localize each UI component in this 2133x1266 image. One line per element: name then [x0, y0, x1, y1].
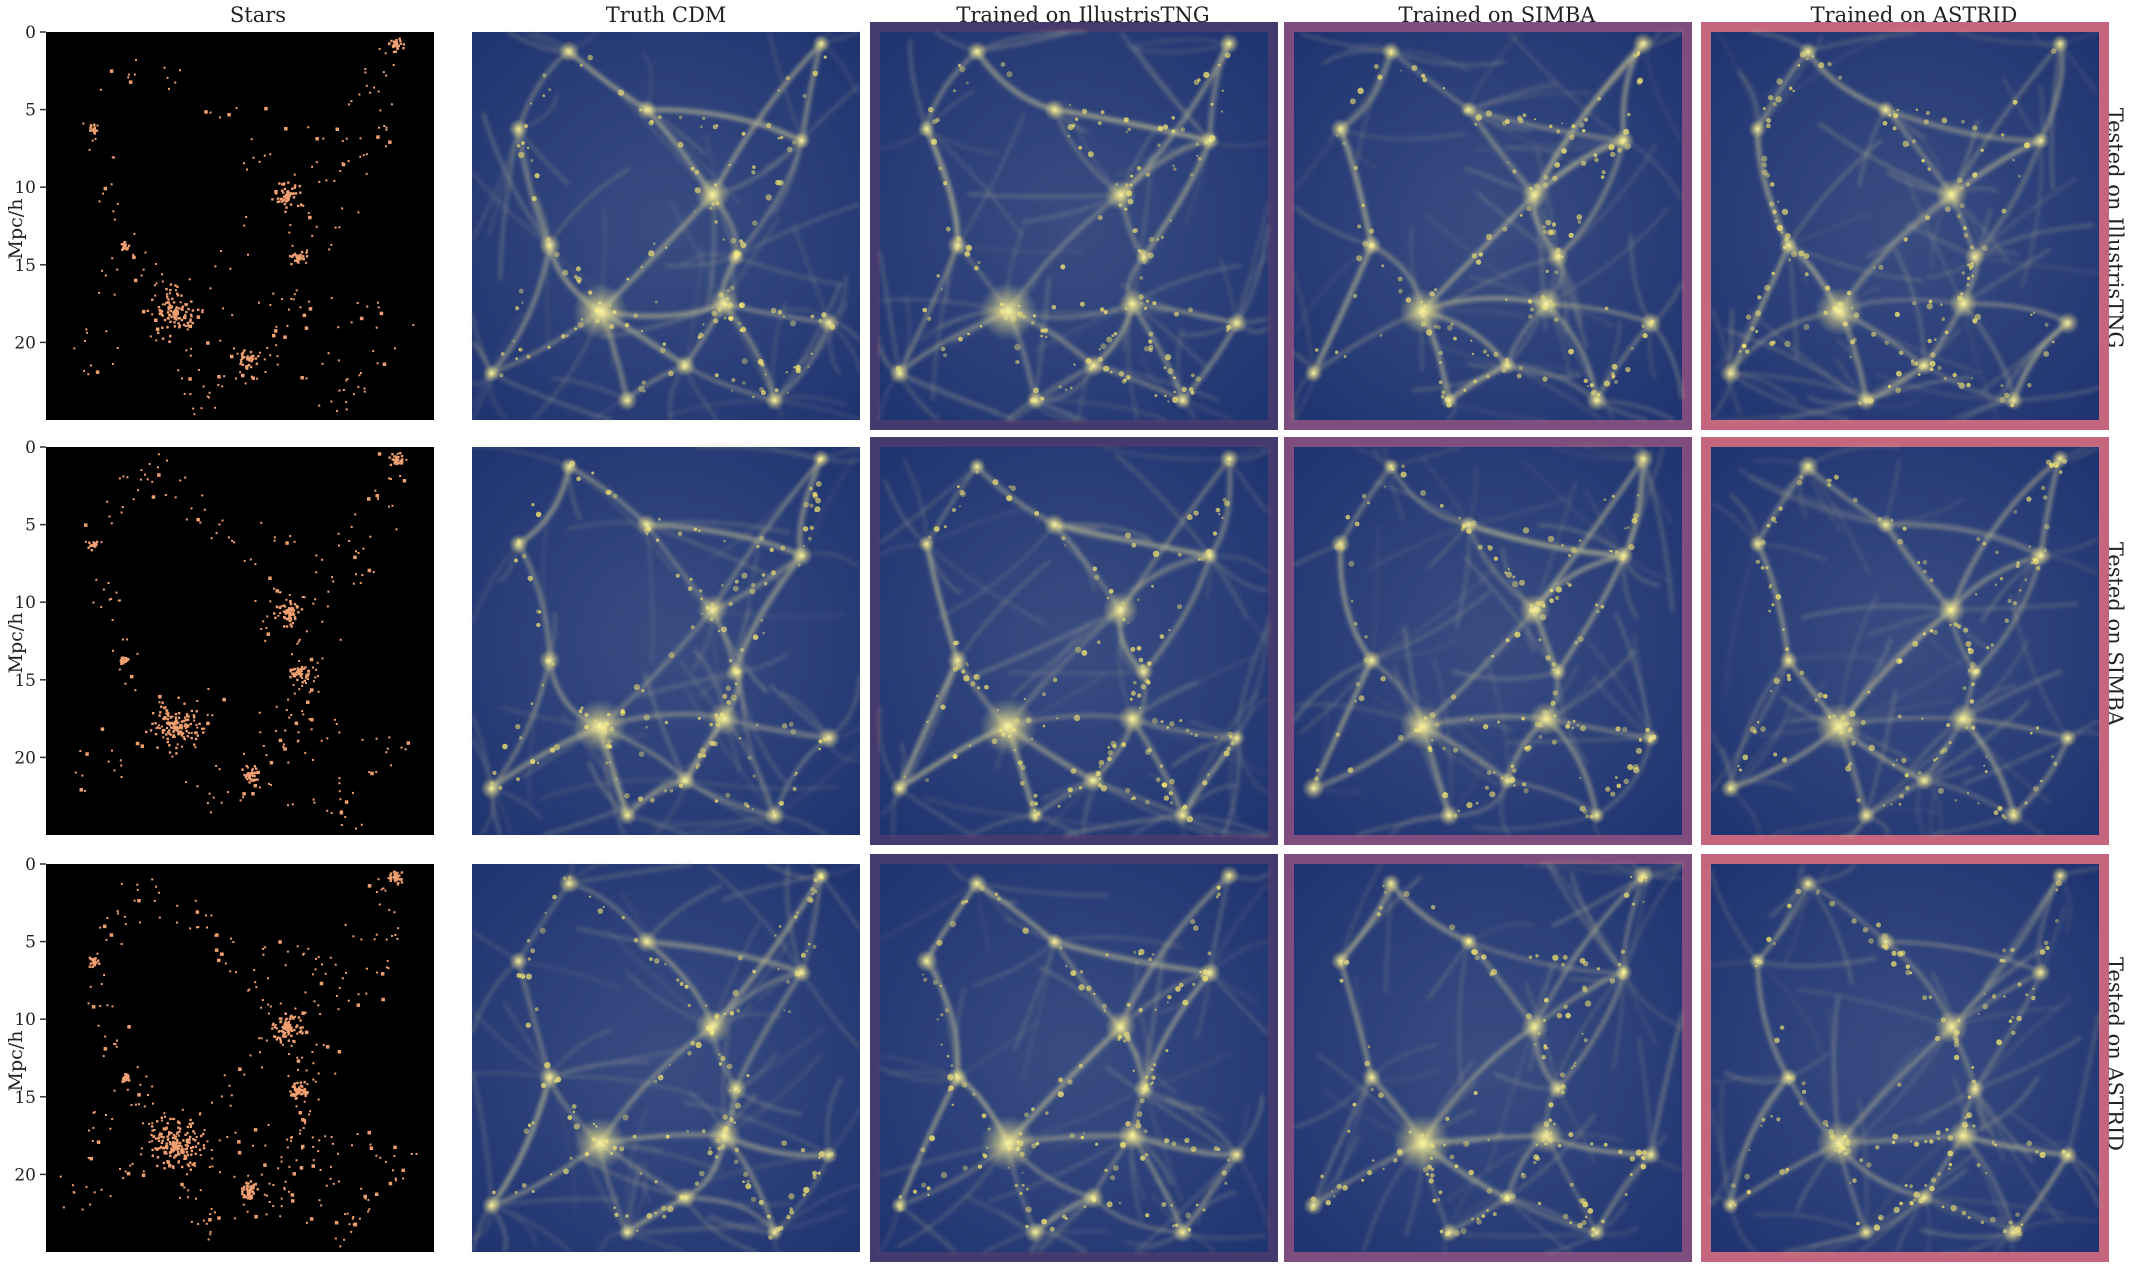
panel-r3-c3-halos: [890, 865, 1247, 1244]
panel-r2-c2: [471, 445, 861, 837]
ytick-label-r3-0: 0: [25, 855, 36, 875]
ytick-label-r2-3: 15: [14, 671, 36, 691]
ytick-label-r1-2: 10: [14, 178, 36, 198]
ytick-label-r2-1: 5: [25, 516, 36, 536]
ytick-label-r1-0: 0: [25, 23, 36, 43]
panel-r2-c1-background: [46, 447, 434, 835]
panel-r1-c5-halos: [1719, 34, 2080, 412]
panel-r2-c2-halos: [480, 449, 841, 827]
col-title-truth-cdm: Truth CDM: [606, 3, 727, 27]
ylabel-row-2: Mpc/h: [5, 613, 27, 674]
ytick-label-r3-2: 10: [14, 1010, 36, 1030]
panel-r3-c5: [1701, 854, 2109, 1262]
y-ticks: 0 5 10 15 20 0 5 10 15 20 0 5 10 15 20: [14, 23, 46, 1185]
ytick-label-r3-3: 15: [14, 1088, 36, 1108]
panel-r3-c3: [870, 854, 1278, 1262]
ytick-label-r3-4: 20: [14, 1165, 36, 1185]
panel-r3-c2: [471, 861, 861, 1253]
ylabel-row-3: Mpc/h: [5, 1031, 27, 1092]
panel-r3-c4: [1284, 854, 1692, 1262]
panel-r3-c2-background: [472, 864, 860, 1252]
ytick-label-r1-1: 5: [25, 101, 36, 121]
panel-r2-c3: [870, 437, 1278, 845]
ytick-label-r3-1: 5: [25, 933, 36, 953]
panel-r1-c3: [870, 22, 1278, 430]
panel-r3-c1-background: [46, 864, 434, 1252]
panel-r2-c2-background: [472, 447, 860, 835]
panel-r2-c5-halos: [1720, 449, 2078, 827]
panel-r1-c2-halos: [482, 34, 840, 412]
panel-r3-c1: [46, 864, 434, 1252]
ytick-label-r1-4: 20: [14, 333, 36, 353]
ytick-label-r2-0: 0: [25, 438, 36, 458]
panel-r1-c1-particles: [73, 37, 415, 416]
panel-r1-c4-halos: [1303, 32, 1663, 412]
ytick-label-r2-4: 20: [14, 748, 36, 768]
panel-r3-c4-background: [1294, 864, 1682, 1252]
panel-r1-c1-background: [46, 32, 434, 420]
ytick-label-r1-3: 15: [14, 256, 36, 276]
panel-r3-c1-particles: [59, 870, 418, 1248]
panel-r2-c1-particles: [74, 452, 411, 830]
panel-r1-c3-background: [880, 32, 1268, 420]
panel-r1-c2: [471, 31, 862, 421]
panel-r3-c2-halos: [481, 866, 839, 1242]
panel-r2-c4: [1284, 437, 1692, 845]
panel-r2-c5-background: [1711, 447, 2099, 835]
panel-r1-c3-halos: [888, 33, 1248, 411]
ytick-label-r2-2: 10: [14, 593, 36, 613]
panels: [46, 22, 2109, 1262]
col-title-stars: Stars: [230, 3, 286, 27]
panel-r3-c5-halos: [1721, 866, 2079, 1244]
panel-r1-c3-filaments: [879, 30, 1269, 421]
panel-r2-c3-halos: [889, 448, 1246, 826]
panel-r2-c1: [46, 447, 434, 835]
panel-r1-c5: [1701, 22, 2109, 430]
panel-r2-c4-halos: [1302, 447, 1660, 827]
panel-r3-c4-halos: [1303, 864, 1661, 1243]
ylabel-row-1: Mpc/h: [5, 199, 27, 260]
panel-r2-c5: [1701, 437, 2109, 845]
panel-r1-c1: [46, 32, 434, 420]
panel-r1-c4: [1284, 22, 1692, 430]
panel-r2-c4-background: [1294, 447, 1682, 835]
panel-r3-c5-background: [1711, 864, 2099, 1252]
